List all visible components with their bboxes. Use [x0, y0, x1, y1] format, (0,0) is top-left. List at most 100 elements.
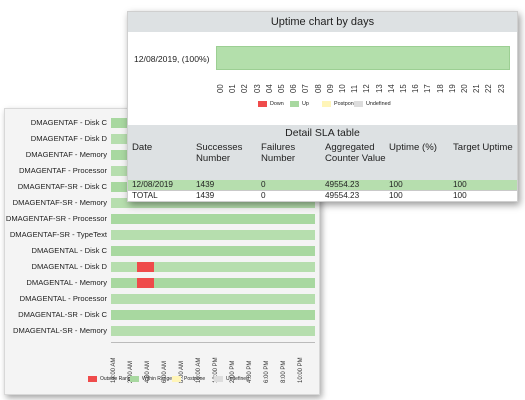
sla-column-header[interactable]: Date	[132, 142, 153, 153]
service-uptime-bar[interactable]	[111, 278, 315, 288]
hour-tick-label: 22	[483, 75, 493, 99]
service-name: DMAGENTAL - Processor	[19, 294, 107, 303]
hour-tick-text: 15	[399, 84, 408, 93]
hour-tick-label: 08	[313, 75, 323, 99]
legend-swatch-icon	[88, 376, 97, 382]
service-row[interactable]: DMAGENTAL-SR - Disk C	[5, 309, 321, 321]
uptime-legend-item: Postpone	[322, 101, 357, 107]
time-tick-text: 10:00 PM	[298, 357, 304, 383]
sla-column-header[interactable]: Failures Number	[261, 142, 296, 164]
hour-tick-label: 04	[264, 75, 274, 99]
hour-tick-label: 02	[239, 75, 249, 99]
hour-tick-text: 06	[289, 84, 299, 93]
hour-tick-text: 09	[325, 84, 335, 93]
time-tick-text: 6:00 PM	[264, 360, 270, 383]
service-legend-item: Undefined	[214, 376, 249, 382]
hour-tick-text: 17	[423, 84, 433, 93]
hour-tick-label: 19	[447, 75, 457, 99]
hour-tick-label: 23	[496, 75, 506, 99]
service-uptime-bar[interactable]	[111, 214, 315, 224]
sla-cell: 49554.23	[325, 191, 360, 200]
service-row[interactable]: DMAGENTAL - Processor	[5, 293, 321, 305]
hour-tick-label: 09	[325, 75, 335, 99]
hour-tick-text: 13	[374, 84, 384, 93]
legend-label: Outside Range	[100, 376, 134, 382]
service-name: DMAGENTAF-SR - Disk C	[17, 182, 107, 191]
hour-tick-label: 10	[337, 75, 347, 99]
hour-tick-label: 15	[398, 75, 408, 99]
legend-label: Undefined	[226, 376, 249, 382]
time-tick-text: 8:00 PM	[281, 360, 287, 383]
service-name: DMAGENTAF-SR - TypeText	[9, 230, 107, 239]
hour-tick-text: 01	[228, 84, 238, 93]
hour-tick-label: 21	[471, 75, 481, 99]
service-name: DMAGENTAF - Processor	[18, 166, 107, 175]
hour-tick-label: 17	[422, 75, 432, 99]
hour-tick-text: 16	[411, 84, 421, 93]
sla-cell: 12/08/2019	[132, 180, 173, 189]
sla-cell: 0	[261, 180, 266, 189]
service-uptime-bar[interactable]	[111, 326, 315, 336]
hour-tick-label: 20	[459, 75, 469, 99]
service-uptime-bar[interactable]	[111, 310, 315, 320]
service-row[interactable]: DMAGENTAL - Disk D	[5, 261, 321, 273]
hour-tick-text: 00	[216, 84, 225, 93]
sla-cell: 100	[453, 180, 467, 189]
time-tick-label: 10:00 PM	[296, 347, 306, 387]
uptime-day-bar[interactable]	[216, 46, 510, 70]
service-uptime-bar[interactable]	[111, 262, 315, 272]
service-row[interactable]: DMAGENTAF-SR - Processor	[5, 213, 321, 225]
service-name: DMAGENTAF - Disk C	[30, 118, 107, 127]
service-name: DMAGENTAF-SR - Memory	[12, 198, 107, 207]
service-name: DMAGENTAL-SR - Memory	[13, 326, 107, 335]
hour-tick-text: 11	[350, 84, 360, 93]
hour-tick-label: 07	[300, 75, 310, 99]
service-name: DMAGENTAL - Disk D	[31, 262, 107, 271]
hour-tick-text: 23	[496, 84, 506, 93]
service-row[interactable]: DMAGENTAF-SR - Memory	[5, 197, 321, 209]
service-row[interactable]: DMAGENTAL - Memory	[5, 277, 321, 289]
legend-swatch-icon	[354, 101, 363, 107]
hour-tick-text: 22	[484, 84, 494, 93]
sla-cell: TOTAL	[132, 191, 158, 200]
legend-swatch-icon	[214, 376, 223, 382]
uptime-legend-item: Down	[258, 101, 284, 107]
sla-cell: 1439	[196, 191, 215, 200]
sla-column-header[interactable]: Uptime (%)	[389, 142, 437, 153]
hour-tick-label: 05	[276, 75, 286, 99]
service-name: DMAGENTAF-SR - Processor	[5, 214, 107, 223]
sla-column-header[interactable]: Target Uptime	[453, 142, 513, 153]
hour-tick-text: 05	[277, 84, 286, 93]
service-name: DMAGENTAF - Memory	[25, 150, 107, 159]
sla-column-header[interactable]: Aggregated Counter Value	[325, 142, 386, 164]
sla-cell: 49554.23	[325, 180, 360, 189]
legend-swatch-icon	[258, 101, 267, 107]
service-uptime-bar[interactable]	[111, 246, 315, 256]
hour-tick-text: 20	[460, 84, 469, 93]
outage-segment[interactable]	[136, 278, 154, 288]
legend-swatch-icon	[322, 101, 331, 107]
sla-column-header[interactable]: Successes Number	[196, 142, 243, 164]
hour-tick-label: 11	[349, 75, 359, 99]
legend-swatch-icon	[130, 376, 139, 382]
service-uptime-bar[interactable]	[111, 230, 315, 240]
service-uptime-bar[interactable]	[111, 294, 315, 304]
sla-cell: 1439	[196, 180, 215, 189]
service-row[interactable]: DMAGENTAL - Disk C	[5, 245, 321, 257]
service-name: DMAGENTAL - Disk C	[31, 246, 107, 255]
hour-tick-label: 06	[288, 75, 298, 99]
legend-label: Undefined	[366, 101, 391, 107]
sla-row-divider	[128, 190, 517, 191]
hour-tick-label: 16	[410, 75, 420, 99]
sla-table-row: TOTAL 1439 0 49554.23 100 100	[128, 191, 517, 201]
time-tick-label: 8:00 PM	[279, 347, 289, 387]
hour-tick-text: 21	[472, 84, 482, 93]
sla-table-title: Detail SLA table	[128, 125, 517, 141]
service-row[interactable]: DMAGENTAF-SR - TypeText	[5, 229, 321, 241]
service-uptime-bar[interactable]	[111, 198, 315, 208]
legend-label: Postpone	[334, 101, 357, 107]
outage-segment[interactable]	[136, 262, 154, 272]
uptime-legend-item: Undefined	[354, 101, 391, 107]
service-name: DMAGENTAF - Disk D	[30, 134, 107, 143]
service-row[interactable]: DMAGENTAL-SR - Memory	[5, 325, 321, 337]
